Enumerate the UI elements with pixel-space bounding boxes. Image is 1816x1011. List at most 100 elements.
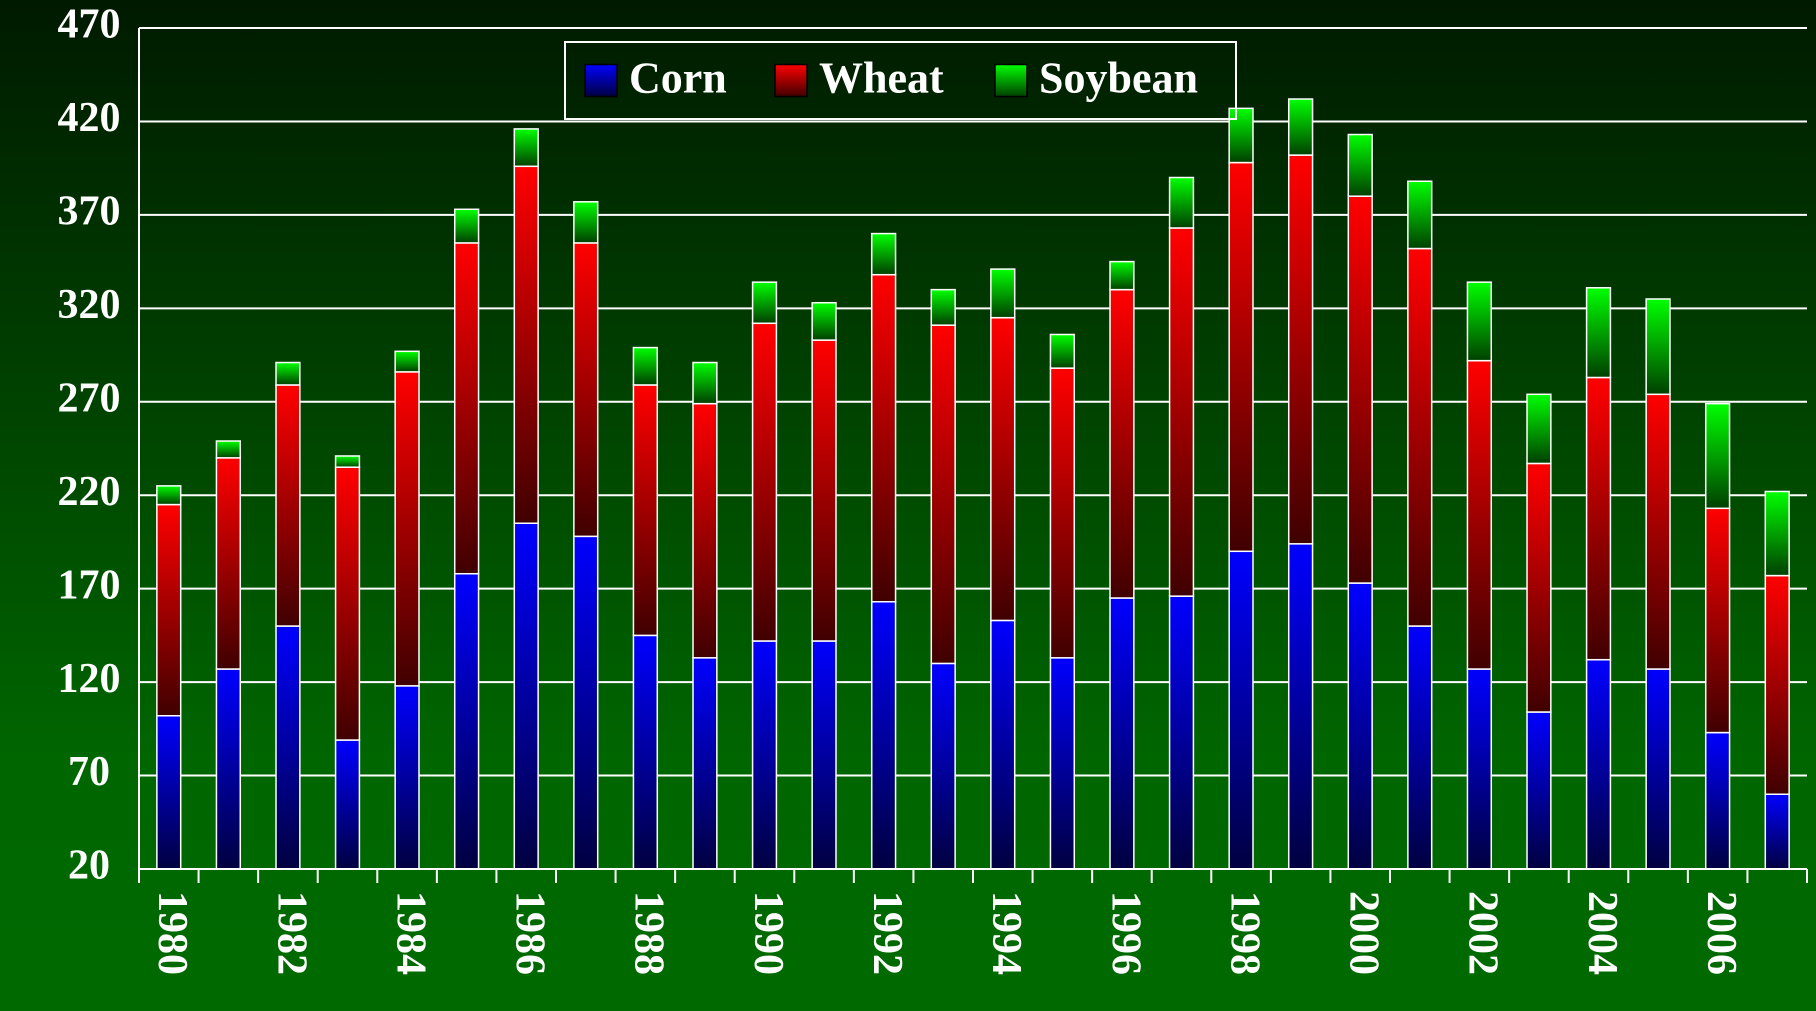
bars (156, 98, 1790, 870)
bar-segment (1645, 393, 1671, 670)
bar-segment (1704, 731, 1731, 870)
bar-segment (870, 273, 897, 603)
bar-segment (1704, 507, 1731, 734)
bar-segment (1287, 98, 1314, 156)
bar-segment (394, 685, 420, 870)
bar-segment (990, 619, 1016, 870)
bar-segment (1287, 154, 1314, 545)
bar-segment (1645, 668, 1671, 870)
bar-segment (1168, 227, 1195, 597)
bar-segment (870, 232, 897, 276)
y-tick-label: 120 (58, 656, 121, 702)
bar-segment (1407, 625, 1433, 870)
x-tick-label: 1990 (745, 891, 791, 975)
bar-segment (1585, 376, 1612, 661)
legend-box (564, 41, 1237, 120)
bar-segment (156, 503, 182, 717)
bar-segment (751, 640, 778, 870)
bar-segment (573, 201, 599, 244)
bar-segment (1585, 658, 1612, 870)
bar-segment (1764, 490, 1790, 577)
bar-segment (334, 739, 361, 870)
bar-segment (513, 128, 539, 168)
bar-segment (156, 715, 182, 870)
x-tick-label: 1982 (268, 891, 314, 975)
x-tick-label: 1988 (626, 891, 672, 975)
bar-segment (811, 301, 837, 341)
y-tick-label: 20 (68, 843, 110, 889)
legend-label: Corn (629, 54, 727, 103)
bar-segment (453, 572, 480, 870)
bar-segment (275, 384, 301, 627)
legend-label: Wheat (819, 54, 944, 103)
bar-segment (275, 361, 301, 386)
x-tick-label: 2006 (1698, 891, 1744, 975)
bar-segment (1049, 367, 1076, 659)
bar-segment (1168, 595, 1195, 870)
bar-segment (215, 457, 242, 670)
bar-segment (453, 208, 480, 244)
bar-segment (692, 402, 718, 659)
y-tick-label: 470 (58, 2, 121, 48)
bar-segment (1466, 359, 1493, 670)
bar-segment (334, 466, 361, 741)
bar-segment (632, 384, 659, 637)
x-tick-label: 1986 (507, 891, 553, 975)
bar-segment (1049, 657, 1076, 870)
bar-segment (1764, 574, 1790, 795)
bar-segment (1407, 180, 1433, 250)
bar-segment (1049, 333, 1076, 369)
x-tick-label: 1994 (983, 891, 1029, 975)
bar-segment (632, 346, 659, 386)
x-tick-label: 1998 (1221, 891, 1267, 975)
bar-segment (513, 165, 539, 525)
bar-segment (394, 350, 420, 373)
bar-segment (1287, 543, 1314, 870)
y-tick-label: 270 (58, 375, 121, 421)
bar-segment (1466, 668, 1493, 870)
bar-segment (156, 485, 182, 506)
bar-segment (1228, 550, 1254, 870)
bar-segment (1585, 287, 1612, 379)
x-tick-label: 1996 (1102, 891, 1148, 975)
bar-segment (751, 281, 778, 325)
bar-segment (394, 371, 420, 687)
bar-segment (513, 522, 539, 870)
bar-segment (275, 625, 301, 870)
x-tick-label: 2004 (1579, 891, 1625, 975)
y-tick-label: 370 (58, 189, 121, 235)
bar-segment (334, 455, 361, 468)
x-tick-label: 1984 (387, 891, 433, 975)
bar-segment (573, 242, 599, 538)
bar-segment (1168, 176, 1195, 229)
legend: Corn Wheat Soybean (564, 41, 1237, 120)
bar-segment (215, 440, 242, 459)
bar-segment (1109, 288, 1135, 599)
axes: 20 70 120 170 220 270 320 370 420 470 1980 1982 1984… (58, 2, 1808, 975)
bar-segment (1347, 195, 1373, 584)
y-tick-label: 70 (68, 749, 110, 795)
bar-segment (1109, 597, 1135, 870)
bar-segment (1109, 260, 1135, 291)
legend-swatch (584, 63, 618, 98)
bar-segment (1526, 393, 1552, 465)
bar-segment (930, 288, 956, 326)
x-tick-label: 2000 (1341, 891, 1387, 975)
y-tick-label: 420 (58, 95, 121, 141)
bar-segment (692, 361, 718, 405)
bar-segment (930, 324, 956, 665)
bar-segment (573, 535, 599, 870)
bar-segment (215, 668, 242, 870)
bar-segment (1526, 462, 1552, 713)
y-tick-label: 170 (58, 562, 121, 608)
y-tick-label: 320 (58, 282, 121, 328)
x-tick-label: 1980 (149, 891, 195, 975)
bar-segment (1228, 107, 1254, 164)
bar-segment (1645, 298, 1671, 396)
x-tick-label: 1992 (864, 891, 910, 975)
bar-segment (990, 268, 1016, 319)
legend-label: Soybean (1039, 54, 1198, 103)
bar-segment (1704, 402, 1731, 510)
